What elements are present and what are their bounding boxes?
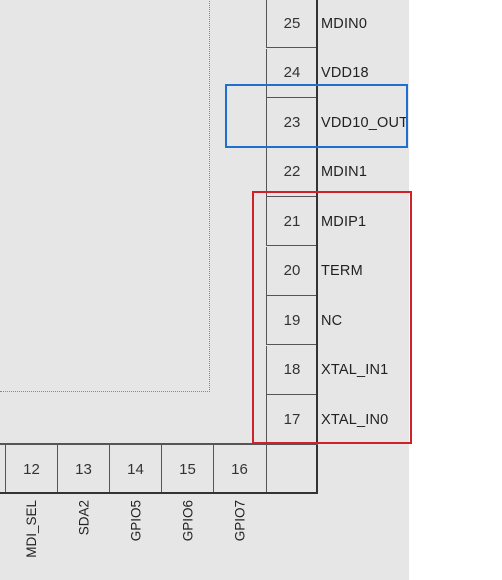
pin-number-16: 16 — [213, 444, 265, 494]
pin-label-20: TERM — [321, 263, 363, 279]
pin-label-13: SDA2 — [73, 500, 93, 580]
pin-number-24: 24 — [266, 48, 317, 98]
pin-label-23: VDD10_OUT — [321, 114, 409, 131]
pin-label-text-13: SDA2 — [76, 500, 91, 536]
pin-label-25: MDIN0 — [321, 15, 368, 32]
pin-label-text-16: GPIO7 — [232, 500, 247, 542]
pin-number-22: 22 — [266, 147, 317, 197]
corner-cell — [266, 444, 317, 494]
pin-number-15: 15 — [161, 444, 213, 494]
pin-number-19: 19 — [266, 296, 317, 345]
pin-label-text-12: MDI_SEL — [24, 500, 39, 558]
package-right-edge — [316, 0, 318, 494]
highlight-box-red — [252, 191, 412, 444]
pin-number-25: 25 — [266, 0, 317, 48]
pin-label-24: VDD18 — [321, 65, 369, 81]
pin-label-19: NC — [321, 312, 343, 329]
chip-package-background — [0, 0, 409, 580]
pin-number-13: 13 — [57, 444, 109, 494]
die-outline-dotted — [0, 0, 210, 392]
pin-label-18: XTAL_IN1 — [321, 362, 389, 378]
pin-label-text-15: GPIO6 — [180, 500, 195, 542]
pin-label-14: GPIO5 — [125, 500, 145, 580]
pin-label-22: MDIN1 — [321, 164, 368, 180]
pin-number-18: 18 — [266, 345, 317, 395]
pin-number-20: 20 — [266, 246, 317, 296]
pin-number-12: 12 — [5, 444, 57, 494]
package-bottom-edge — [0, 492, 318, 494]
pin-label-12: MDI_SEL — [21, 500, 41, 580]
pin-label-17: XTAL_IN0 — [321, 411, 389, 428]
highlight-box-blue — [225, 84, 408, 148]
bottom-row-top-edge — [0, 443, 318, 445]
pin-label-15: GPIO6 — [177, 500, 197, 580]
pin-number-14: 14 — [109, 444, 161, 494]
pin-label-16: GPIO7 — [229, 500, 249, 580]
pin-label-text-14: GPIO5 — [128, 500, 143, 542]
pin-number-21: 21 — [266, 197, 317, 246]
pin-label-21: MDIP1 — [321, 213, 367, 230]
